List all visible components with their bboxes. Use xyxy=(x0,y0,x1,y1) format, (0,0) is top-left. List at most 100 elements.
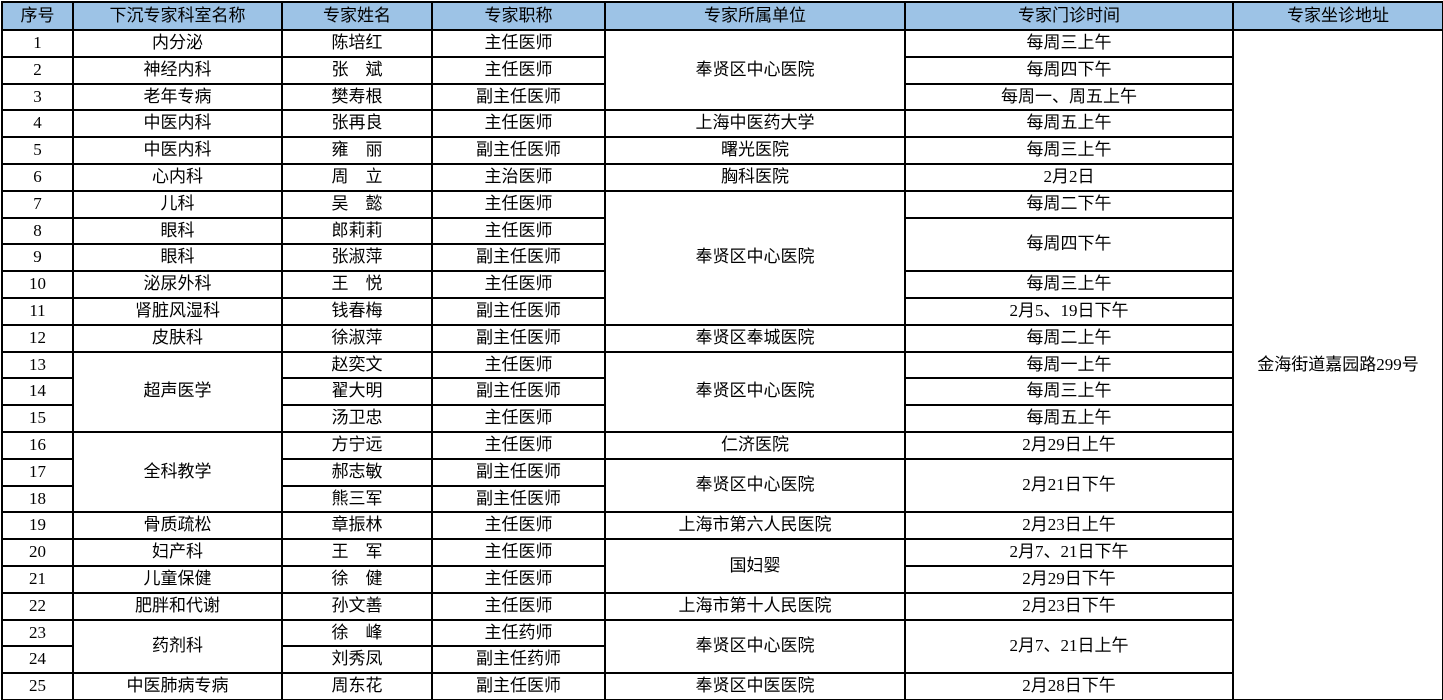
cell-time: 2月7、21日上午 xyxy=(904,618,1234,675)
cell-name: 章振林 xyxy=(281,511,433,541)
cell-unit: 上海市第六人民医院 xyxy=(604,511,906,541)
cell-title: 主任医师 xyxy=(431,350,606,380)
table-row: 19 骨质疏松 章振林 主任医师 上海市第六人民医院 2月23日上午 xyxy=(1,511,1443,541)
cell-seq: 2 xyxy=(1,55,74,85)
table-row: 10 泌尿外科王 悦主任医师 每周三上午 xyxy=(1,270,1443,299)
cell-unit: 上海市第十人民医院 xyxy=(604,591,906,621)
cell-dept: 老年专病 xyxy=(72,82,283,112)
cell-name: 钱春梅 xyxy=(281,296,433,326)
cell-name: 徐 峰 xyxy=(281,618,433,648)
cell-title: 副主任医师 xyxy=(431,296,606,326)
cell-seq: 25 xyxy=(1,672,74,700)
table-row: 24 刘秀凤 副主任药师 xyxy=(1,645,1443,675)
cell-dept: 内分泌 xyxy=(72,29,283,58)
cell-seq: 22 xyxy=(1,591,74,621)
cell-name: 汤卫忠 xyxy=(281,404,433,433)
cell-unit: 奉贤区中心医院 xyxy=(604,350,906,433)
cell-dept: 中医内科 xyxy=(72,136,283,165)
cell-time: 2月23日上午 xyxy=(904,511,1234,541)
cell-seq: 20 xyxy=(1,538,74,567)
cell-name: 陈培红 xyxy=(281,29,433,58)
cell-time: 2月21日下午 xyxy=(904,457,1234,514)
table-row: 12 皮肤科 徐淑萍 副主任医师 奉贤区奉城医院 每周二上午 xyxy=(1,323,1443,353)
cell-seq: 9 xyxy=(1,243,74,273)
cell-title: 主任医师 xyxy=(431,538,606,567)
table-row: 1 内分泌 陈培红 主任医师 奉贤区中心医院 每周三上午 金海街道嘉园路299号 xyxy=(1,28,1443,700)
cell-title: 主任医师 xyxy=(431,270,606,299)
cell-name: 周东花 xyxy=(281,672,433,700)
cell-title: 副主任医师 xyxy=(431,672,606,700)
cell-title: 副主任药师 xyxy=(431,645,606,675)
cell-title: 副主任医师 xyxy=(431,377,606,407)
cell-seq: 1 xyxy=(1,29,74,58)
cell-time: 每周三上午 xyxy=(904,29,1234,58)
cell-title: 副主任医师 xyxy=(431,457,606,487)
cell-unit: 曙光医院 xyxy=(604,136,906,165)
cell-name: 樊寿根 xyxy=(281,82,433,112)
table-row: 16 全科教学 方宁远 主任医师 仁济医院 2月29日上午 xyxy=(1,430,1443,514)
cell-name: 雍 丽 xyxy=(281,136,433,165)
cell-dept: 心内科 xyxy=(72,162,283,192)
cell-seq: 19 xyxy=(1,511,74,541)
cell-seq: 11 xyxy=(1,296,74,326)
cell-title: 主任医师 xyxy=(431,511,606,541)
cell-title: 主任医师 xyxy=(431,189,606,219)
cell-name: 熊三军 xyxy=(281,484,433,514)
cell-address: 金海街道嘉园路299号 xyxy=(1232,29,1443,700)
table-header: 序号 下沉专家科室名称 专家姓名 专家职称 专家所属单位 专家门诊时间 专家坐诊地址 xyxy=(1,1,1443,31)
cell-dept: 肥胖和代谢 xyxy=(72,591,283,621)
cell-time: 每周一、周五上午 xyxy=(904,82,1234,112)
cell-name: 孙文善 xyxy=(281,591,433,621)
cell-title: 主任医师 xyxy=(431,29,606,58)
table-row: 2 神经内科张 斌主任医师 每周四下午 xyxy=(1,55,1443,85)
table-row: 5 中医内科雍 丽副主任医师 曙光医院 每周三上午 xyxy=(1,136,1443,165)
cell-title: 主任医师 xyxy=(431,55,606,85)
cell-seq: 13 xyxy=(1,350,74,380)
cell-dept: 眼科 xyxy=(72,243,283,273)
table-row: 13 超声医学 赵奕文 主任医师 奉贤区中心医院 每周一上午 xyxy=(1,350,1443,433)
cell-dept: 泌尿外科 xyxy=(72,270,283,299)
table-row: 25 中医肺病专病 周东花 副主任医师 奉贤区中医医院 2月28日下午 xyxy=(1,672,1443,700)
table-row: 7 儿科吴 懿主任医师 奉贤区中心医院 每周二下午 xyxy=(1,189,1443,326)
cell-seq: 3 xyxy=(1,82,74,112)
cell-time: 2月7、21日下午 xyxy=(904,538,1234,567)
table-row: 18 熊三军 副主任医师 xyxy=(1,484,1443,514)
table-row: 15 汤卫忠 主任医师 每周五上午 xyxy=(1,404,1443,433)
cell-title: 副主任医师 xyxy=(431,243,606,273)
cell-seq: 4 xyxy=(1,109,74,139)
cell-title: 副主任医师 xyxy=(431,82,606,112)
cell-seq: 18 xyxy=(1,484,74,514)
header-seq: 序号 xyxy=(1,1,74,31)
cell-time: 每周三上午 xyxy=(904,377,1234,407)
header-name: 专家姓名 xyxy=(281,1,433,31)
cell-title: 主任医师 xyxy=(431,591,606,621)
cell-time: 2月28日下午 xyxy=(904,672,1234,700)
cell-dept: 中医内科 xyxy=(72,109,283,139)
cell-unit: 奉贤区中心医院 xyxy=(604,28,906,112)
cell-time: 2月29日上午 xyxy=(904,430,1234,460)
cell-time: 每周四下午 xyxy=(904,216,1234,273)
cell-seq: 21 xyxy=(1,564,74,594)
header-dept: 下沉专家科室名称 xyxy=(72,1,283,31)
cell-title: 主任医师 xyxy=(431,564,606,594)
cell-title: 副主任医师 xyxy=(431,484,606,514)
cell-title: 主任医师 xyxy=(431,430,606,460)
cell-unit: 奉贤区奉城医院 xyxy=(604,323,906,353)
table-row: 9 眼科 张淑萍 副主任医师 xyxy=(1,243,1443,273)
cell-title: 主治医师 xyxy=(431,162,606,192)
cell-seq: 12 xyxy=(1,323,74,353)
cell-unit: 上海中医药大学 xyxy=(604,109,906,139)
header-address: 专家坐诊地址 xyxy=(1232,1,1443,31)
cell-title: 主任医师 xyxy=(431,109,606,139)
table-row: 20 妇产科王 军主任医师 国妇婴 2月7、21日下午 xyxy=(1,538,1443,594)
cell-dept: 儿科 xyxy=(72,189,283,219)
header-time: 专家门诊时间 xyxy=(904,1,1234,31)
cell-name: 张 斌 xyxy=(281,55,433,85)
cell-name: 张再良 xyxy=(281,109,433,139)
cell-dept: 全科教学 xyxy=(72,430,283,514)
cell-title: 主任药师 xyxy=(431,618,606,648)
cell-name: 刘秀凤 xyxy=(281,645,433,675)
cell-name: 郝志敏 xyxy=(281,457,433,487)
cell-name: 徐 健 xyxy=(281,564,433,594)
cell-dept: 眼科 xyxy=(72,216,283,246)
